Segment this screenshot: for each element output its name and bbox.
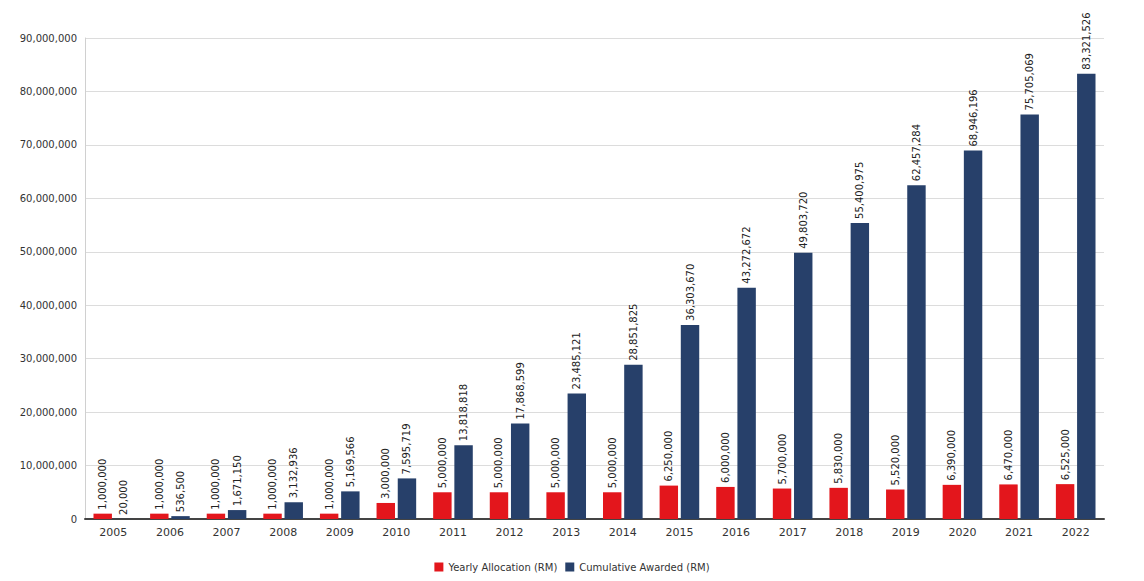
svg-text:2021: 2021 <box>1005 526 1033 539</box>
svg-text:83,321,526: 83,321,526 <box>1081 12 1092 69</box>
svg-text:7,595,719: 7,595,719 <box>401 423 412 474</box>
svg-text:70,000,000: 70,000,000 <box>20 139 77 150</box>
svg-text:49,803,720: 49,803,720 <box>798 192 809 249</box>
svg-text:2014: 2014 <box>609 526 637 539</box>
svg-text:2009: 2009 <box>326 526 354 539</box>
svg-text:68,946,196: 68,946,196 <box>968 89 979 146</box>
svg-text:6,525,000: 6,525,000 <box>1060 429 1071 480</box>
svg-text:1,671,150: 1,671,150 <box>232 455 243 506</box>
svg-text:5,830,000: 5,830,000 <box>833 433 844 484</box>
svg-text:13,818,818: 13,818,818 <box>458 384 469 441</box>
svg-text:Yearly Allocation (RM): Yearly Allocation (RM) <box>447 562 557 573</box>
svg-text:2007: 2007 <box>213 526 241 539</box>
svg-text:2015: 2015 <box>665 526 693 539</box>
svg-text:1,000,000: 1,000,000 <box>97 459 108 510</box>
svg-text:20,000: 20,000 <box>118 480 129 515</box>
svg-text:5,000,000: 5,000,000 <box>607 437 618 488</box>
svg-text:536,500: 536,500 <box>175 471 186 512</box>
svg-text:6,470,000: 6,470,000 <box>1003 430 1014 481</box>
svg-text:55,400,975: 55,400,975 <box>854 162 865 219</box>
svg-text:1,000,000: 1,000,000 <box>324 459 335 510</box>
svg-text:2008: 2008 <box>269 526 297 539</box>
svg-text:5,000,000: 5,000,000 <box>493 437 504 488</box>
svg-text:5,700,000: 5,700,000 <box>777 434 788 485</box>
svg-text:60,000,000: 60,000,000 <box>20 193 77 204</box>
svg-text:17,868,599: 17,868,599 <box>515 362 526 419</box>
svg-text:5,000,000: 5,000,000 <box>437 437 448 488</box>
svg-text:90,000,000: 90,000,000 <box>20 33 77 44</box>
svg-text:2022: 2022 <box>1062 526 1090 539</box>
svg-text:10,000,000: 10,000,000 <box>20 460 77 471</box>
svg-text:2018: 2018 <box>835 526 863 539</box>
svg-text:75,705,069: 75,705,069 <box>1024 53 1035 110</box>
svg-text:40,000,000: 40,000,000 <box>20 300 77 311</box>
svg-text:2005: 2005 <box>99 526 127 539</box>
svg-text:2006: 2006 <box>156 526 184 539</box>
svg-text:1,000,000: 1,000,000 <box>267 459 278 510</box>
svg-text:80,000,000: 80,000,000 <box>20 86 77 97</box>
svg-text:2013: 2013 <box>552 526 580 539</box>
svg-text:2012: 2012 <box>496 526 524 539</box>
svg-text:1,000,000: 1,000,000 <box>210 459 221 510</box>
svg-text:Cumulative Awarded (RM): Cumulative Awarded (RM) <box>579 562 709 573</box>
svg-text:6,390,000: 6,390,000 <box>946 430 957 481</box>
svg-text:2017: 2017 <box>779 526 807 539</box>
svg-text:2016: 2016 <box>722 526 750 539</box>
svg-text:3,132,936: 3,132,936 <box>288 447 299 498</box>
svg-text:28,851,825: 28,851,825 <box>628 304 639 361</box>
svg-text:62,457,284: 62,457,284 <box>911 124 922 181</box>
svg-text:20,000,000: 20,000,000 <box>20 407 77 418</box>
svg-text:5,000,000: 5,000,000 <box>550 437 561 488</box>
svg-text:6,250,000: 6,250,000 <box>663 431 674 482</box>
svg-text:50,000,000: 50,000,000 <box>20 246 77 257</box>
svg-text:6,000,000: 6,000,000 <box>720 432 731 483</box>
svg-text:3,000,000: 3,000,000 <box>380 448 391 499</box>
svg-text:2020: 2020 <box>948 526 976 539</box>
svg-text:36,303,670: 36,303,670 <box>685 264 696 321</box>
svg-text:43,272,672: 43,272,672 <box>741 226 752 283</box>
svg-text:5,169,566: 5,169,566 <box>345 436 356 487</box>
svg-text:5,520,000: 5,520,000 <box>890 435 901 486</box>
svg-text:0: 0 <box>71 514 77 525</box>
svg-text:2011: 2011 <box>439 526 467 539</box>
svg-text:1,000,000: 1,000,000 <box>154 459 165 510</box>
svg-text:2019: 2019 <box>892 526 920 539</box>
svg-text:30,000,000: 30,000,000 <box>20 353 77 364</box>
svg-text:23,485,121: 23,485,121 <box>571 332 582 389</box>
svg-text:2010: 2010 <box>382 526 410 539</box>
